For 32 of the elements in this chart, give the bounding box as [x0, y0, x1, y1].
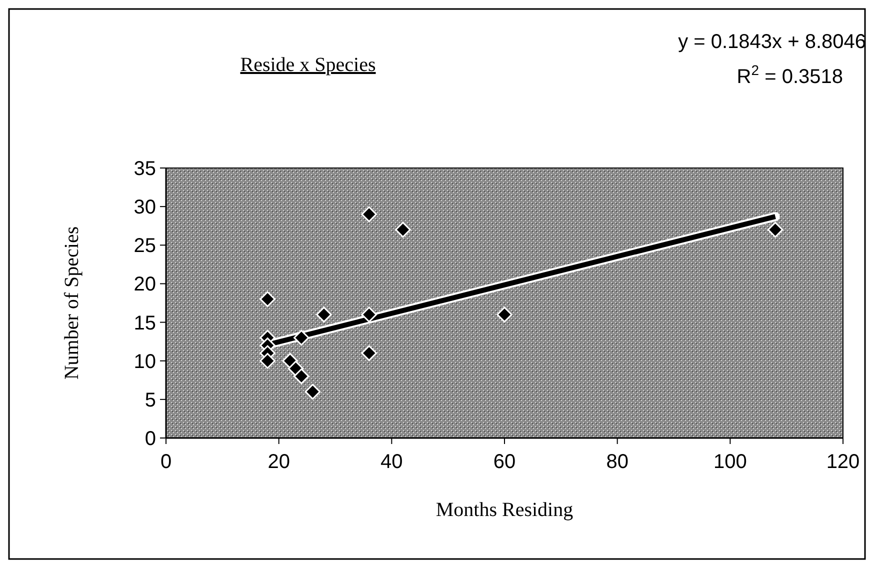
- x-tick-label: 40: [380, 451, 403, 473]
- point: [260, 352, 276, 369]
- x-tick-label: 0: [160, 451, 172, 473]
- y-tick-label: 15: [134, 312, 156, 334]
- chart-title: Reside x Species: [240, 54, 376, 76]
- point: [361, 306, 377, 322]
- text: R$^{2}$ = 0.3518: [736, 62, 843, 88]
- point: [361, 206, 377, 222]
- y-tick-label: 35: [134, 158, 156, 180]
- text: y = 0.1843x + 8.8046: [678, 31, 866, 53]
- x-tick-label: 60: [493, 451, 516, 473]
- y-tick-label: 5: [144, 389, 156, 412]
- y-tick-label: 20: [134, 274, 156, 296]
- point: [304, 384, 321, 400]
- y-tick-label: 30: [134, 196, 156, 219]
- x-axis-title: Months Residing: [436, 499, 574, 521]
- y-tick-label: 10: [134, 350, 156, 373]
- point: [395, 222, 411, 238]
- x-tick-label: 100: [713, 451, 747, 473]
- point: [294, 368, 310, 384]
- point: [361, 345, 377, 362]
- y-tick-label: 25: [134, 235, 156, 258]
- point: [767, 222, 784, 238]
- x-tick-label: 80: [606, 451, 628, 473]
- point: [316, 306, 332, 322]
- x-tick-label: 20: [268, 451, 290, 473]
- y-axis-title: Number of Species: [61, 226, 83, 380]
- point: [260, 291, 276, 308]
- point: [294, 330, 310, 346]
- y-tick-label: 0: [144, 428, 156, 450]
- point: [496, 306, 512, 322]
- x-tick-label: 120: [826, 451, 860, 473]
